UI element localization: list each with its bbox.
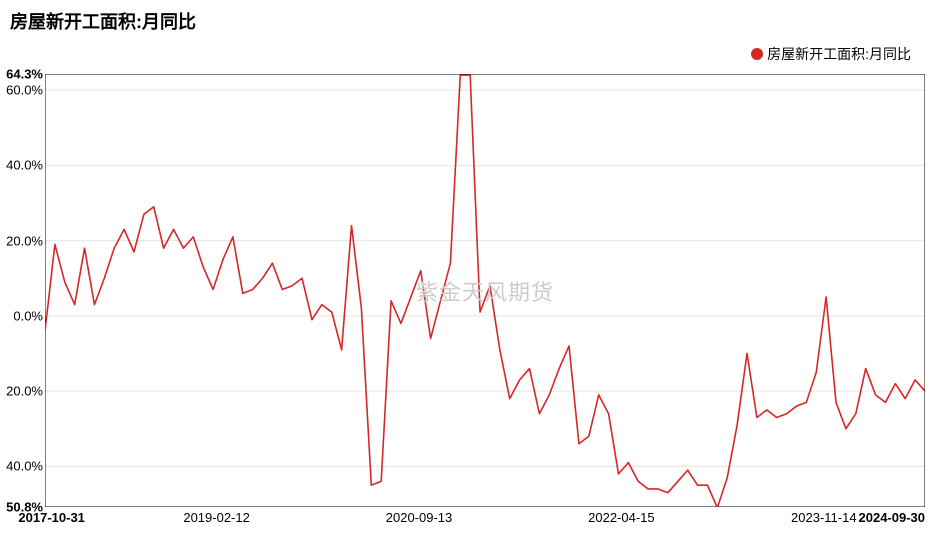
chart-title: 房屋新开工面积:月同比: [10, 8, 196, 34]
x-tick-label: 2019-02-12: [183, 507, 250, 525]
legend: 房屋新开工面积:月同比: [751, 44, 911, 64]
x-tick-label: 2023-11-14: [791, 507, 857, 525]
y-tick-label: 20.0%: [6, 384, 45, 399]
x-end-label: 2024-09-30: [859, 507, 926, 525]
x-tick-label: 2022-04-15: [588, 507, 655, 525]
y-tick-label: 60.0%: [6, 83, 45, 98]
chart-container: 房屋新开工面积:月同比 房屋新开工面积:月同比 紫金天风期货 40.0%20.0…: [0, 0, 931, 537]
y-tick-label: 40.0%: [6, 459, 45, 474]
legend-marker-icon: [751, 48, 763, 60]
y-max-label: 64.3%: [6, 67, 45, 82]
x-tick-label: 2020-09-13: [386, 507, 453, 525]
legend-label: 房屋新开工面积:月同比: [767, 44, 911, 64]
x-start-label: 2017-10-31: [18, 507, 85, 525]
y-tick-label: 0.0%: [13, 308, 45, 323]
y-tick-label: 20.0%: [6, 233, 45, 248]
plot-area: 紫金天风期货 40.0%20.0%0.0%20.0%40.0%60.0%64.3…: [45, 74, 925, 507]
y-tick-label: 40.0%: [6, 158, 45, 173]
chart-svg: [45, 74, 925, 507]
